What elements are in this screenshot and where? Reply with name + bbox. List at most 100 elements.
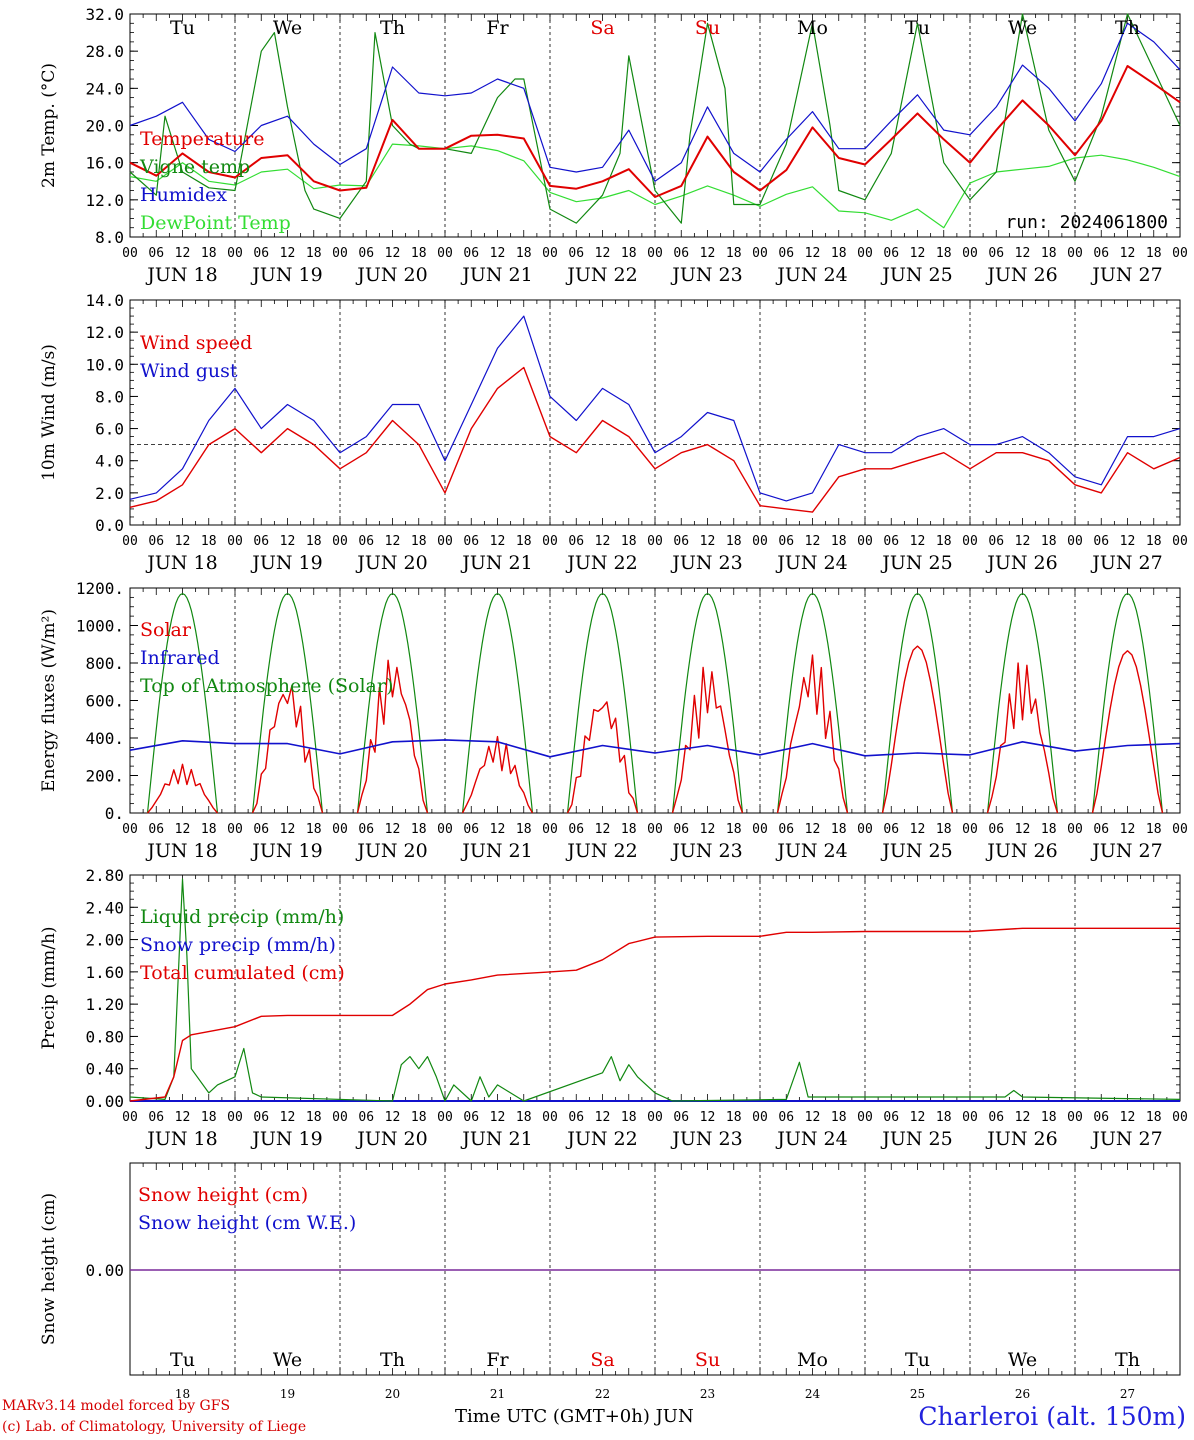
hour-tick-label: 12 — [490, 246, 506, 261]
hour-tick-label: 00 — [437, 1110, 453, 1125]
y-axis-label: 2m Temp. (°C) — [39, 63, 59, 188]
hour-tick-label: 12 — [595, 1110, 611, 1125]
y-tick-label: 8.0 — [95, 387, 124, 406]
hour-tick-label: 12 — [805, 534, 821, 549]
hour-tick-label: 12 — [280, 822, 296, 837]
hour-tick-label: 00 — [1067, 534, 1083, 549]
date-label: JUN 19 — [250, 840, 322, 862]
solar-curve — [566, 701, 639, 814]
hour-tick-label: 06 — [148, 246, 164, 261]
hour-tick-label: 18 — [516, 246, 532, 261]
hour-tick-label: 06 — [148, 534, 164, 549]
y-tick-label: 6.0 — [95, 420, 124, 439]
day-number-label: 26 — [1015, 1387, 1030, 1400]
hour-tick-label: 00 — [857, 822, 873, 837]
hour-tick-label: 18 — [306, 534, 322, 549]
hour-tick-label: 00 — [1067, 1110, 1083, 1125]
legend-entry: Temperature — [140, 128, 264, 150]
hour-tick-label: 12 — [385, 1110, 401, 1125]
toa-curve — [776, 592, 849, 814]
toa-curve — [146, 592, 219, 814]
date-label: JUN 23 — [670, 840, 742, 862]
lab-credit: (c) Lab. of Climatology, University of L… — [2, 1419, 307, 1435]
hour-tick-label: 18 — [831, 534, 847, 549]
y-tick-label: 1.60 — [85, 963, 124, 982]
legend-entry: Liquid precip (mm/h) — [140, 906, 344, 928]
hour-tick-label: 00 — [647, 822, 663, 837]
day-number-label: 25 — [910, 1387, 925, 1400]
hour-tick-label: 06 — [148, 822, 164, 837]
weekday-label: We — [1008, 17, 1037, 39]
hour-tick-label: 00 — [332, 534, 348, 549]
hour-tick-label: 00 — [1067, 822, 1083, 837]
hour-tick-label: 12 — [910, 246, 926, 261]
hour-tick-label: 12 — [280, 246, 296, 261]
hour-tick-label: 18 — [306, 822, 322, 837]
hour-tick-label: 06 — [1093, 822, 1109, 837]
hour-tick-label: 06 — [358, 822, 374, 837]
hour-tick-label: 06 — [673, 534, 689, 549]
hour-tick-label: 12 — [175, 246, 191, 261]
y-tick-label: 2.00 — [85, 931, 124, 950]
date-label: JUN 27 — [1090, 840, 1162, 862]
hour-tick-label: 12 — [175, 822, 191, 837]
toa-curve — [1091, 592, 1164, 814]
date-label: JUN 24 — [775, 1128, 847, 1150]
weekday-label: Th — [380, 17, 405, 39]
date-label: JUN 18 — [145, 264, 217, 286]
date-label: JUN 25 — [880, 552, 952, 574]
y-axis-label: Snow height (cm) — [39, 1193, 59, 1345]
y-tick-label: 600. — [85, 692, 124, 711]
hour-tick-label: 06 — [358, 534, 374, 549]
hour-tick-label: 00 — [857, 1110, 873, 1125]
y-tick-label: 2.80 — [85, 866, 124, 885]
hour-tick-label: 06 — [253, 822, 269, 837]
hour-tick-label: 00 — [1172, 246, 1188, 261]
panel-frame — [129, 13, 1181, 238]
hour-tick-label: 12 — [700, 822, 716, 837]
date-label: JUN 24 — [775, 552, 847, 574]
hour-tick-label: 00 — [857, 534, 873, 549]
weekday-label: Tu — [170, 1349, 195, 1371]
hour-tick-label: 18 — [411, 1110, 427, 1125]
series-line — [129, 13, 1181, 224]
hour-tick-label: 18 — [411, 534, 427, 549]
weekday-label: Th — [1115, 1349, 1140, 1371]
y-tick-label: 28.0 — [85, 42, 124, 61]
y-tick-label: 200. — [85, 767, 124, 786]
date-label: JUN 26 — [985, 552, 1057, 574]
date-label: JUN 25 — [880, 1128, 952, 1150]
hour-tick-label: 00 — [752, 246, 768, 261]
hour-tick-label: 06 — [988, 246, 1004, 261]
y-tick-label: 4.0 — [95, 452, 124, 471]
hour-tick-label: 12 — [910, 822, 926, 837]
hour-tick-label: 06 — [568, 246, 584, 261]
hour-tick-label: 06 — [883, 534, 899, 549]
legend-entry: Vigne temp — [139, 156, 250, 178]
hour-tick-label: 00 — [1067, 246, 1083, 261]
y-axis-label: Energy fluxes (W/m²) — [39, 609, 59, 792]
hour-tick-label: 00 — [962, 534, 978, 549]
hour-tick-label: 18 — [831, 822, 847, 837]
panel-frame — [129, 587, 1181, 814]
hour-tick-label: 18 — [726, 246, 742, 261]
hour-tick-label: 00 — [542, 822, 558, 837]
legend-entry: Snow height (cm) — [138, 1184, 308, 1206]
hour-tick-label: 12 — [1120, 1110, 1136, 1125]
y-tick-label: 1.20 — [85, 995, 124, 1014]
hour-tick-label: 12 — [175, 534, 191, 549]
hour-tick-label: 00 — [1172, 1110, 1188, 1125]
toa-curve — [671, 592, 744, 814]
model-credit: MARv3.14 model forced by GFS — [2, 1398, 231, 1414]
weekday-label: Sa — [590, 17, 614, 39]
date-label: JUN 25 — [880, 264, 952, 286]
hour-tick-label: 18 — [1146, 534, 1162, 549]
hour-tick-label: 18 — [201, 534, 217, 549]
hour-tick-label: 06 — [358, 246, 374, 261]
hour-tick-label: 00 — [437, 246, 453, 261]
hour-tick-label: 06 — [1093, 1110, 1109, 1125]
hour-tick-label: 12 — [700, 534, 716, 549]
hour-tick-label: 00 — [332, 1110, 348, 1125]
hour-tick-label: 18 — [621, 822, 637, 837]
hour-tick-label: 06 — [673, 246, 689, 261]
